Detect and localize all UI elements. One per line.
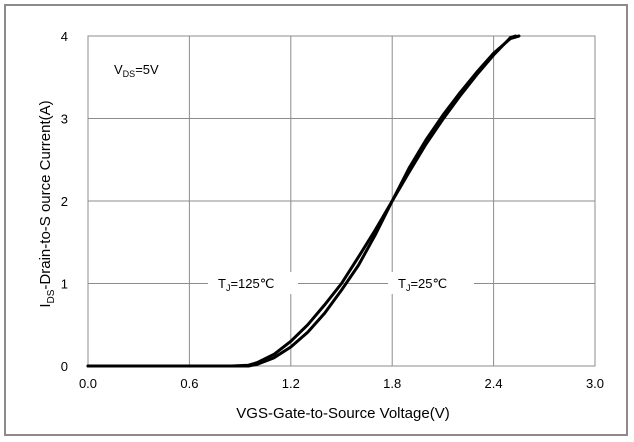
x-tick-label: 0.6 xyxy=(180,376,198,391)
y-axis-label-rest: -Drain-to-S ource Current(A) xyxy=(37,100,54,289)
t125-label-background xyxy=(208,272,298,294)
tick-labels: 0.0 0.6 1.2 1.8 2.4 3.0 0 1 2 3 4 xyxy=(61,29,604,391)
t25-annotation: TJ=25℃ xyxy=(398,276,447,293)
y-axis-label: IDS-Drain-to-S ource Current(A) xyxy=(37,100,57,307)
x-tick-label: 2.4 xyxy=(485,376,503,391)
t125-annotation: TJ=125℃ xyxy=(218,276,274,293)
y-axis-label-main: I xyxy=(37,303,54,307)
y-tick-label: 1 xyxy=(61,277,68,292)
x-tick-label: 3.0 xyxy=(586,376,604,391)
x-axis-label: VGS-Gate-to-Source Voltage(V) xyxy=(236,405,449,422)
x-tick-label: 1.2 xyxy=(282,376,300,391)
chart-frame xyxy=(4,4,628,436)
t25-label-background xyxy=(388,272,474,294)
y-tick-label: 0 xyxy=(61,359,68,374)
grid xyxy=(87,35,596,367)
y-tick-label: 3 xyxy=(61,112,68,127)
y-tick-label: 2 xyxy=(61,194,68,209)
y-axis-label-sub: DS xyxy=(46,289,57,303)
series-group xyxy=(86,34,521,368)
series-line xyxy=(86,34,521,368)
y-tick-label: 4 xyxy=(61,29,68,44)
x-tick-label: 1.8 xyxy=(383,376,401,391)
vds-annotation: VDS=5V xyxy=(114,62,159,79)
x-tick-label: 0.0 xyxy=(79,376,97,391)
